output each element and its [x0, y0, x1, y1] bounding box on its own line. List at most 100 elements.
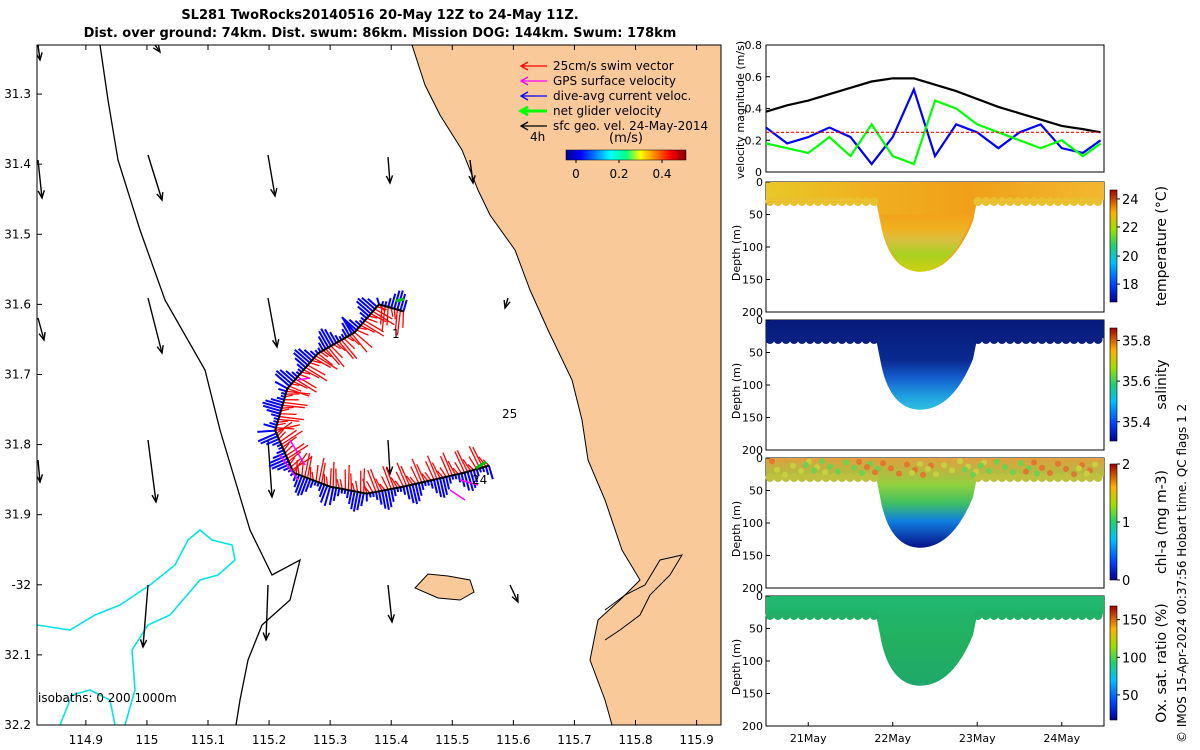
swim-vector: [305, 366, 328, 382]
chla-sample-dot: [904, 461, 910, 468]
swim-vector: [320, 351, 329, 358]
colorbar-label: Ox. sat. ratio (%): [1154, 603, 1170, 722]
current-vector: [274, 380, 288, 390]
swim-vector: [424, 471, 432, 481]
current-vector: [275, 369, 293, 385]
current-vector: [266, 408, 281, 415]
velocity-y-tick-label: 0.4: [745, 103, 763, 116]
swim-vector: [322, 349, 332, 358]
current-vector: [332, 487, 338, 502]
swim-vector: [327, 347, 345, 368]
depth-tick-label: 150: [742, 688, 763, 701]
chla-sample-dot: [949, 467, 955, 474]
velocity-y-tick-label: 0: [755, 166, 762, 179]
current-vector: [359, 311, 368, 320]
section-scallop: [1061, 197, 1071, 206]
current-vector: [341, 322, 351, 336]
geo-arrow-head: [262, 632, 271, 642]
gps-surface-vector: [289, 439, 306, 466]
section-scallop: [1085, 197, 1095, 206]
swim-vector: [289, 457, 296, 465]
swim-vector: [395, 471, 405, 487]
section-scallop: [1069, 335, 1079, 344]
section-scallop: [813, 335, 823, 344]
swim-vector: [306, 455, 313, 479]
geo-arrow-head: [272, 339, 280, 349]
current-vector: [457, 473, 462, 483]
current-vector: [387, 489, 393, 508]
chla-sample-dot: [957, 458, 963, 465]
section-scallop: [997, 611, 1007, 620]
chla-sample-dot: [811, 467, 817, 474]
chla-sample-dot: [769, 458, 775, 465]
swim-vector: [275, 424, 300, 432]
swim-vector: [332, 461, 335, 488]
swim-vector: [468, 446, 481, 469]
net-glider-vector-end: [475, 460, 487, 470]
swim-vector: [282, 436, 297, 448]
section-scallop: [789, 611, 799, 620]
current-vector: [285, 370, 297, 380]
current-vector: [263, 423, 277, 429]
chla-sample-dot: [986, 468, 992, 474]
section-scallop: [1077, 473, 1087, 482]
chla-sample-dot: [790, 462, 796, 469]
swim-vector: [405, 475, 414, 485]
geo-velocity-arrows: [37, 45, 519, 649]
velocity-y-tick-label: 0.8: [745, 39, 763, 52]
current-vector: [345, 489, 350, 499]
section-scallop: [981, 335, 991, 344]
section-scallop: [1093, 611, 1103, 620]
current-vector: [445, 476, 451, 490]
chla-sample-dot: [962, 466, 968, 473]
current-vector: [439, 478, 446, 498]
swim-vector: [367, 469, 377, 493]
swim-vector: [368, 315, 378, 319]
map-y-tick-label: 32.2: [4, 718, 31, 732]
section-scallop: [997, 473, 1007, 482]
swim-vector: [394, 480, 401, 488]
current-vector: [297, 348, 313, 362]
chla-sample-dot: [864, 464, 870, 471]
swim-vector: [348, 334, 360, 346]
section-scallop: [1053, 473, 1063, 482]
day-label-21: 1: [392, 327, 400, 341]
section-scallop: [1037, 335, 1047, 344]
swim-vector: [410, 466, 420, 484]
swim-vector: [278, 431, 287, 440]
depth-axis-label: Depth (m): [730, 363, 743, 419]
chla-sample-dot: [803, 462, 809, 469]
current-vector: [309, 350, 317, 357]
isobaths-label: isobaths: 0 200 1000m: [38, 691, 177, 705]
swim-vector: [376, 306, 387, 311]
map-colorbar: 0 0.2 0.4: [565, 149, 687, 181]
chla-sample-dot: [798, 468, 804, 474]
swim-vector: [290, 457, 302, 468]
section-scallop: [781, 197, 791, 206]
swim-vector: [280, 430, 303, 446]
current-vector: [294, 348, 311, 364]
section-scallop: [1045, 473, 1055, 482]
section-scallop: [1053, 197, 1063, 206]
section-scallop: [789, 335, 799, 344]
depth-tick-label: 100: [742, 379, 763, 392]
depth-tick-label: 50: [749, 347, 763, 360]
section-scallop: [1061, 335, 1071, 344]
current-vector: [257, 432, 277, 443]
swim-vector: [346, 336, 355, 342]
current-vector: [367, 297, 378, 308]
section-scallop: [1037, 197, 1047, 206]
swim-vector: [317, 352, 333, 366]
section-scallop: [845, 473, 855, 482]
current-vector: [262, 401, 282, 410]
section-scallop: [765, 335, 775, 344]
swim-vector: [284, 394, 293, 398]
swim-vector: [277, 420, 289, 423]
map-y-tick-label: 31.4: [4, 157, 31, 171]
current-vector: [265, 399, 283, 407]
geo-arrow-head: [37, 190, 45, 200]
time-tick-label: 22May: [874, 732, 911, 745]
swim-vector: [468, 456, 478, 470]
swim-vector: [351, 482, 356, 492]
